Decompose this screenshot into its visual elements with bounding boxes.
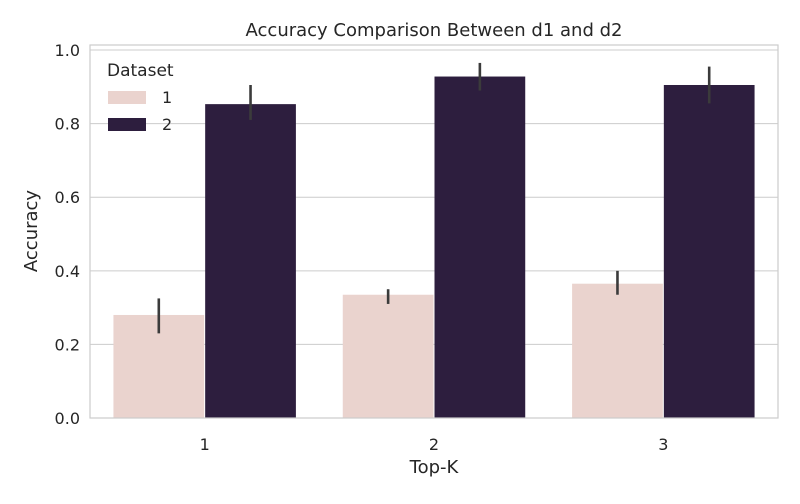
legend-label-dataset-1: 1	[162, 88, 172, 107]
bar-dataset-2-topk-3	[663, 84, 755, 419]
x-tick-label: 1	[200, 435, 210, 454]
y-tick-label: 0.6	[55, 188, 80, 207]
chart-title: Accuracy Comparison Between d1 and d2	[246, 20, 623, 41]
bar-dataset-1-topk-3	[572, 283, 663, 418]
error-bars	[157, 62, 711, 334]
legend-label-dataset-2: 2	[162, 115, 172, 134]
legend-title: Dataset	[107, 61, 174, 81]
x-tick-labels: 1 2 3	[200, 435, 669, 454]
bar-dataset-2-topk-1	[205, 104, 296, 418]
y-tick-label: 0.4	[55, 262, 80, 281]
y-tick-label: 0.0	[55, 409, 80, 428]
y-tick-label: 0.2	[55, 335, 80, 354]
bar-dataset-2-topk-2	[434, 76, 526, 418]
y-tick-label: 0.8	[55, 115, 80, 134]
x-axis-label: Top-K	[409, 457, 460, 478]
bar-dataset-1-topk-2	[342, 294, 434, 418]
y-tick-labels: 0.0 0.2 0.4 0.6 0.8 1.0	[55, 41, 80, 428]
x-tick-label: 3	[658, 435, 668, 454]
x-tick-label: 2	[429, 435, 439, 454]
bars	[113, 76, 755, 419]
legend-swatch-dataset-1	[108, 91, 146, 104]
y-axis-label: Accuracy	[21, 190, 42, 273]
legend: Dataset 1 2	[107, 61, 174, 134]
plot-frame	[89, 44, 779, 419]
legend-swatch-dataset-2	[108, 118, 146, 131]
y-tick-label: 1.0	[55, 41, 80, 60]
